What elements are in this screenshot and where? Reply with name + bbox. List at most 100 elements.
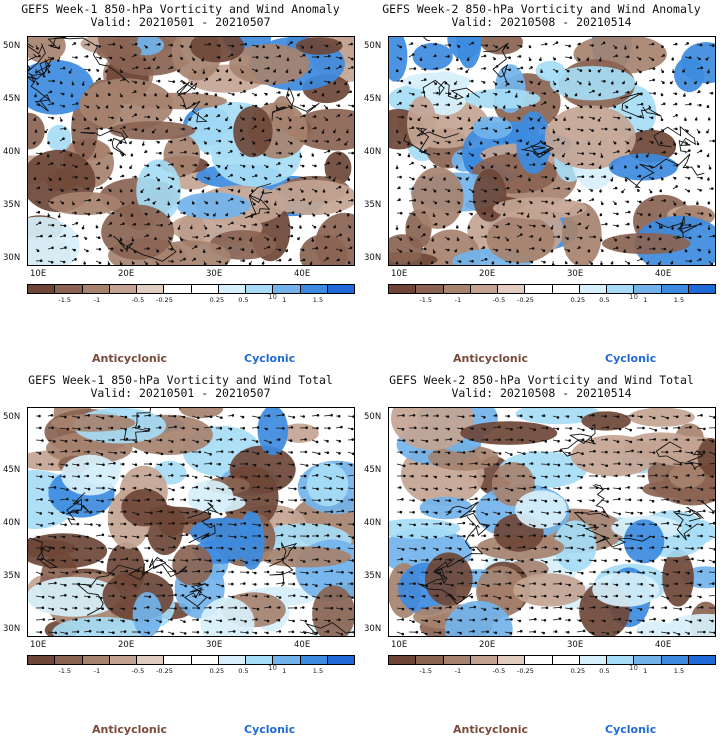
vorticity-blob	[464, 88, 541, 109]
wind-arrow-head	[253, 117, 257, 121]
lat-label: 50N	[3, 41, 21, 51]
wind-arrow-head	[473, 605, 476, 609]
wind-arrow-head	[640, 463, 643, 467]
wind-arrow-head	[682, 69, 685, 73]
wind-arrow-head	[182, 546, 186, 549]
wind-arrow-head	[689, 594, 692, 598]
wind-arrow-head	[403, 594, 407, 598]
wind-arrow-head	[628, 463, 632, 466]
wind-arrow-head	[267, 463, 271, 467]
colorbar	[27, 284, 355, 294]
wind-arrow-head	[300, 190, 304, 193]
wind-arrow-head	[339, 594, 343, 598]
wind-arrow-head	[448, 92, 451, 95]
wind-arrow-head	[185, 559, 189, 562]
wind-arrow-head	[36, 249, 40, 253]
wind-arrow-head	[627, 222, 630, 226]
wind-arrow-head	[496, 607, 499, 611]
vorticity-blob	[190, 517, 260, 547]
wind-arrow-head	[219, 225, 222, 228]
lat-label: 50N	[364, 412, 382, 422]
wind-arrow-head	[594, 595, 598, 599]
wind-arrow-head	[446, 164, 450, 168]
wind-arrow-head	[706, 81, 709, 85]
wind-arrow-head	[330, 569, 334, 573]
wind-arrow-head	[327, 149, 331, 153]
wind-arrow-head	[87, 487, 91, 491]
wind-arrow-head	[615, 54, 618, 58]
wind-arrow-head	[317, 545, 321, 549]
wind-arrow-head	[616, 212, 619, 216]
wind-arrow-head	[591, 631, 595, 635]
coastline	[653, 125, 697, 152]
wind-arrow	[59, 427, 68, 430]
wind-arrow-head	[145, 45, 148, 49]
wind-arrow-head	[581, 607, 585, 611]
wind-arrow-head	[614, 46, 618, 50]
colorbar-swatch	[607, 656, 635, 664]
wind-arrow-head	[341, 509, 345, 513]
wind-arrow-head	[591, 175, 594, 178]
wind-arrow-head	[398, 523, 402, 527]
wind-arrow-head	[652, 247, 656, 251]
wind-arrow-head	[580, 511, 584, 515]
lon-label: 30E	[567, 269, 584, 279]
wind-arrow-head	[466, 94, 470, 98]
wind-arrow-head	[329, 594, 332, 598]
wind-arrow-head	[566, 415, 570, 418]
wind-arrow-head	[654, 474, 658, 477]
wind-arrow-head	[556, 427, 560, 431]
wind-arrow-head	[675, 547, 679, 550]
lat-label: 45N	[3, 94, 21, 104]
wind-arrow-head	[471, 438, 474, 442]
wind-arrow-head	[483, 154, 486, 157]
wind-arrow-head	[648, 213, 651, 217]
wind-arrow-head	[244, 536, 248, 539]
wind-arrow-head	[651, 42, 655, 46]
wind-arrow-head	[434, 82, 437, 85]
wind-arrow-head	[172, 545, 176, 549]
wind-arrow-head	[587, 249, 591, 253]
colorbar-swatch	[246, 656, 274, 664]
wind-arrow-head	[462, 521, 466, 525]
wind-arrow-head	[709, 214, 712, 217]
wind-arrow-head	[494, 129, 498, 133]
wind-arrow-head	[593, 536, 597, 540]
wind-arrow-head	[398, 186, 401, 190]
wind-arrow-head	[165, 130, 168, 133]
lon-label: 20E	[118, 640, 135, 650]
wind-arrow-head	[569, 571, 573, 575]
wind-arrow-head	[683, 94, 686, 97]
wind-arrow-head	[713, 548, 715, 551]
colorbar-label: -1.5	[419, 296, 433, 304]
wind-arrow-head	[173, 569, 177, 573]
wind-arrow-head	[624, 179, 628, 182]
wind-arrow-head	[53, 535, 57, 539]
wind-arrow-head	[651, 559, 655, 563]
wind-arrow-head	[206, 487, 210, 490]
wind-arrow-head	[72, 202, 75, 206]
vorticity-map	[27, 36, 355, 266]
wind-arrow-head	[454, 95, 458, 98]
wind-arrow-head	[461, 415, 465, 419]
wind-arrow-head	[629, 428, 633, 432]
wind-arrow-head	[518, 607, 522, 611]
wind-arrow-head	[219, 426, 223, 430]
wind-arrow-head	[183, 138, 187, 141]
wind-arrow-head	[409, 117, 413, 121]
wind-arrow-head	[87, 595, 91, 599]
wind-arrow-head	[50, 414, 54, 417]
vorticity-blob	[200, 597, 255, 636]
wind-arrow-head	[77, 416, 80, 419]
wind-arrow-head	[348, 225, 352, 229]
wind-arrow-head	[545, 475, 548, 479]
wind-arrow-head	[422, 498, 426, 502]
wind-arrow-head	[651, 546, 655, 549]
wind-arrow-head	[660, 141, 663, 145]
wind-arrow-head	[712, 234, 715, 238]
wind-arrow-head	[398, 153, 402, 156]
colorbar-label: 1	[643, 667, 648, 675]
wind-arrow-head	[322, 225, 326, 229]
wind-arrow-head	[182, 426, 185, 430]
wind-arrow-head	[662, 619, 666, 623]
